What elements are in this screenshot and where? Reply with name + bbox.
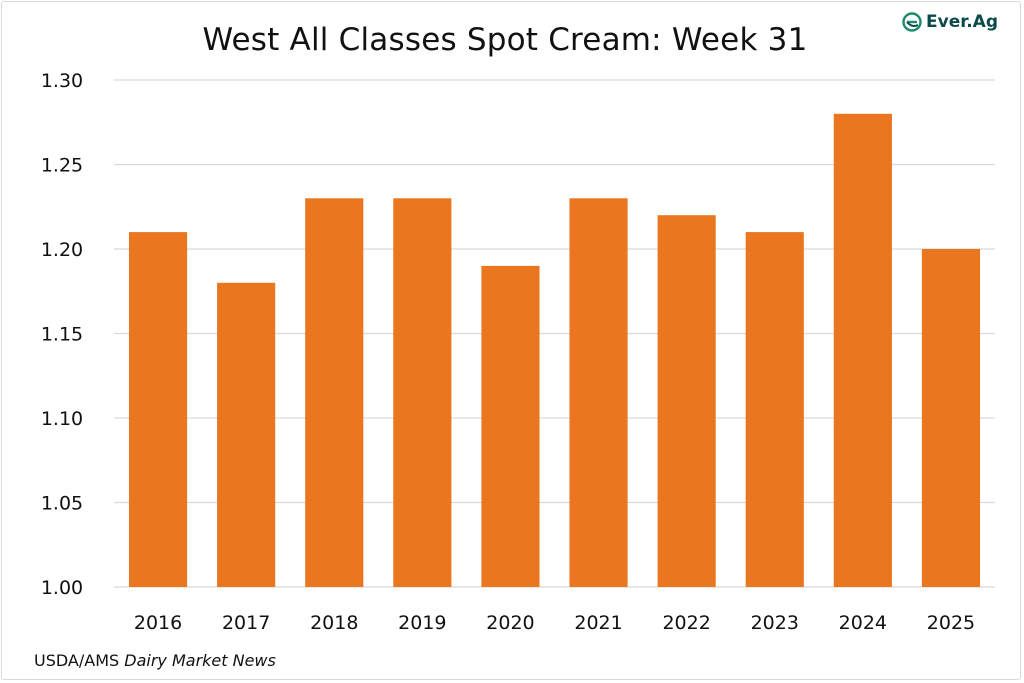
chart-title: West All Classes Spot Cream: Week 31 bbox=[202, 22, 808, 58]
x-tick-label: 2023 bbox=[751, 612, 799, 634]
x-tick-label: 2019 bbox=[398, 612, 446, 634]
bar-2020 bbox=[481, 265, 540, 587]
y-tick-label: 1.20 bbox=[41, 239, 83, 261]
source-publication: Dairy Market News bbox=[124, 651, 276, 670]
x-tick-label: 2016 bbox=[134, 612, 182, 634]
x-tick-label: 2025 bbox=[927, 612, 975, 634]
bar-2021 bbox=[569, 198, 628, 588]
x-tick-label: 2021 bbox=[574, 612, 622, 634]
y-tick-label: 1.25 bbox=[41, 155, 83, 177]
bar-2025 bbox=[921, 249, 981, 587]
brand-name: Ever.Ag bbox=[926, 12, 998, 32]
y-tick-label: 1.05 bbox=[41, 493, 83, 515]
bar-2019 bbox=[393, 198, 452, 588]
x-tick-label: 2020 bbox=[486, 612, 534, 634]
everag-logo-icon bbox=[902, 12, 922, 32]
y-tick-label: 1.00 bbox=[41, 577, 83, 599]
bar-2016 bbox=[128, 232, 188, 587]
y-tick-label: 1.15 bbox=[41, 324, 83, 346]
bars bbox=[128, 113, 981, 588]
x-axis-ticks: 2016 2017 2018 2019 2020 2021 2022 2023 2024 2025 bbox=[134, 612, 975, 634]
x-tick-label: 2024 bbox=[839, 612, 887, 634]
y-axis-ticks: 1.00 1.05 1.10 1.15 1.20 1.25 1.30 bbox=[41, 70, 83, 599]
y-tick-label: 1.10 bbox=[41, 408, 83, 430]
source-note: USDA/AMS Dairy Market News bbox=[34, 651, 276, 670]
bar-2022 bbox=[657, 215, 716, 587]
source-prefix: USDA/AMS bbox=[34, 651, 120, 670]
bar-2017 bbox=[217, 282, 276, 587]
x-tick-label: 2022 bbox=[662, 612, 710, 634]
brand-logo: Ever.Ag bbox=[902, 12, 998, 32]
x-tick-label: 2017 bbox=[222, 612, 270, 634]
y-tick-label: 1.30 bbox=[41, 70, 83, 92]
bar-2024 bbox=[833, 113, 892, 588]
bar-2018 bbox=[305, 198, 364, 588]
x-tick-label: 2018 bbox=[310, 612, 358, 634]
bar-2023 bbox=[745, 232, 804, 587]
